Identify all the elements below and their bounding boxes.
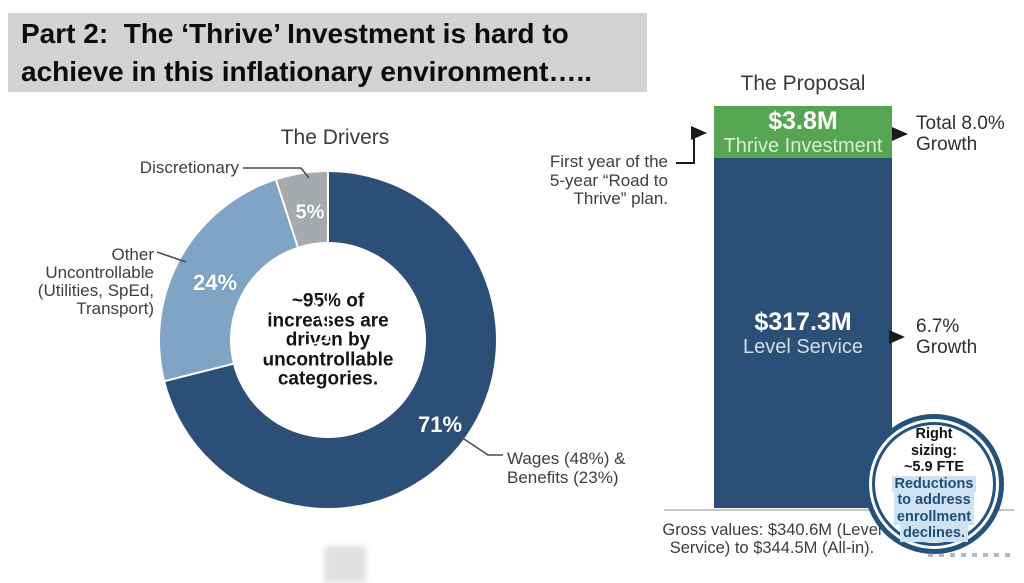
thrive-elbow-arrow <box>676 126 707 164</box>
donut-center-note-line: ~95% of <box>291 290 365 312</box>
total-growth-note: Total 8.0% Growth <box>916 113 1005 155</box>
donut-center-note-line: categories. <box>277 368 379 390</box>
drivers-chart-title: The Drivers <box>280 126 390 149</box>
right-sizing-badge-text: Right sizing: ~5.9 FTE Reductions to add… <box>891 426 977 542</box>
badge-highlight-line: Reductions <box>891 475 977 493</box>
donut-hole: ~95% of increases are driven by uncontro… <box>230 242 426 438</box>
title-banner: Part 2: The ‘Thrive’ Investment is hard … <box>8 13 647 92</box>
gross-values-line: Gross values: $340.6M (Level <box>662 521 882 539</box>
thrive-value: $3.8M <box>768 106 838 135</box>
donut-center-note-line: uncontrollable <box>262 348 394 370</box>
slice-label-wages: Wages (48%) & Benefits (23%) <box>507 449 667 487</box>
total-growth-line: Total 8.0% <box>916 113 1005 134</box>
slice-pct-wages: 71% <box>417 412 463 437</box>
thrive-plan-note-line: Thrive” plan. <box>573 189 668 208</box>
bar-baseline <box>664 509 1014 511</box>
drivers-donut-chart: ~95% of increases are driven by uncontro… <box>160 172 496 508</box>
slice-label-other: Other Uncontrollable (Utilities, SpEd, T… <box>34 246 154 318</box>
slice-label-wages-line: Wages (48%) & <box>507 449 626 468</box>
right-sizing-badge: Right sizing: ~5.9 FTE Reductions to add… <box>864 414 1004 554</box>
donut-center-note: ~95% of increases are driven by uncontro… <box>233 291 423 389</box>
slice-pct-discretionary: 5% <box>295 201 325 224</box>
proposal-chart-title: The Proposal <box>740 72 866 95</box>
slice-label-other-line: (Utilities, SpEd, <box>37 281 154 300</box>
slice-label-discretionary: Discretionary <box>139 158 239 177</box>
thrive-plan-note-line: 5-year “Road to <box>549 170 668 190</box>
watermark-marks-artifact <box>928 553 1012 557</box>
level-growth-line: 6.7% <box>916 316 960 337</box>
slide-title-line-2: achieve in this inflationary environment… <box>21 56 593 87</box>
thrive-label: Thrive Investment <box>723 134 883 157</box>
gross-values-footnote: Gross values: $340.6M (Level Service) to… <box>647 521 897 557</box>
thrive-plan-note-line: First year of the <box>549 152 668 171</box>
slide-title-line-1: Part 2: The ‘Thrive’ Investment is hard … <box>21 18 569 49</box>
slice-label-wages-line: Benefits (23%) <box>507 468 619 487</box>
slice-label-other-line: Transport) <box>76 299 154 318</box>
badge-highlight-line: enrollment <box>893 508 975 526</box>
level-growth-line: Growth <box>916 337 978 358</box>
badge-line: Right <box>915 426 953 443</box>
gross-values-line: Service) to $344.5M (All-in). <box>669 539 875 557</box>
bottom-smudge-artifact <box>324 546 366 583</box>
badge-line: sizing: <box>911 442 957 459</box>
level-value: $317.3M <box>754 307 852 336</box>
badge-line: ~5.9 FTE <box>903 459 965 476</box>
level-service-segment: $317.3M Level Service <box>714 158 892 508</box>
donut-center-note-line: driven by <box>285 329 371 351</box>
thrive-plan-note: First year of the 5-year “Road to Thrive… <box>528 152 668 209</box>
level-label: Level Service <box>742 335 864 358</box>
total-growth-line: Growth <box>916 134 978 155</box>
donut-center-note-line: increases are <box>267 309 389 331</box>
slice-label-other-line: Uncontrollable <box>45 263 154 282</box>
slice-label-other-line: Other <box>111 245 154 264</box>
wages-leader-line <box>460 436 503 456</box>
badge-highlight-line: to address <box>894 492 974 509</box>
level-growth-note: 6.7% Growth <box>916 316 977 358</box>
badge-highlight-line: declines. <box>899 525 969 542</box>
right-sizing-badge-inner-ring: Right sizing: ~5.9 FTE Reductions to add… <box>872 422 996 546</box>
slice-pct-other: 24% <box>192 270 238 295</box>
thrive-investment-segment: $3.8M Thrive Investment <box>714 106 892 158</box>
